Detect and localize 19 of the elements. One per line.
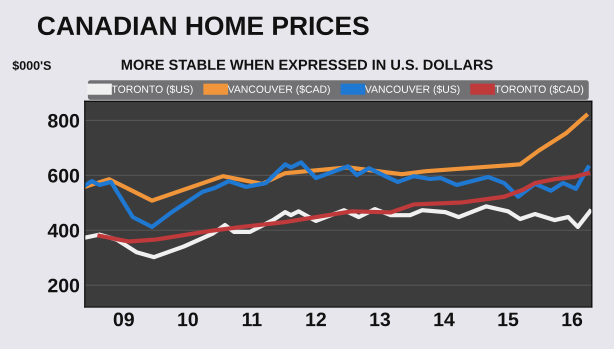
line-series [97,171,590,244]
x-tick-label: 10 [178,312,198,326]
y-tick-label: 600 [48,168,80,183]
y-tick-label: 800 [48,114,80,128]
y-tick-label: 400 [48,224,80,238]
chart-title: CANADIAN HOME PRICES [38,16,369,36]
y-tick-label: 200 [48,278,80,292]
legend-label: VANCOUVER ($US) [364,85,460,95]
y-axis-title: $000'S [12,60,51,71]
x-tick-label: 14 [434,312,455,326]
line-series [84,160,590,230]
legend-label: TORONTO ($CAD) [494,85,584,95]
x-tick-label: 09 [114,312,134,326]
chart-subtitle: MORE STABLE WHEN EXPRESSED IN U.S. DOLLARS [122,60,493,70]
x-tick-label: 11 [242,312,262,326]
x-tick-label: 12 [306,312,326,326]
x-tick-label: 13 [370,312,390,326]
x-tick-label: 16 [562,312,582,326]
x-tick-label: 15 [498,312,518,326]
